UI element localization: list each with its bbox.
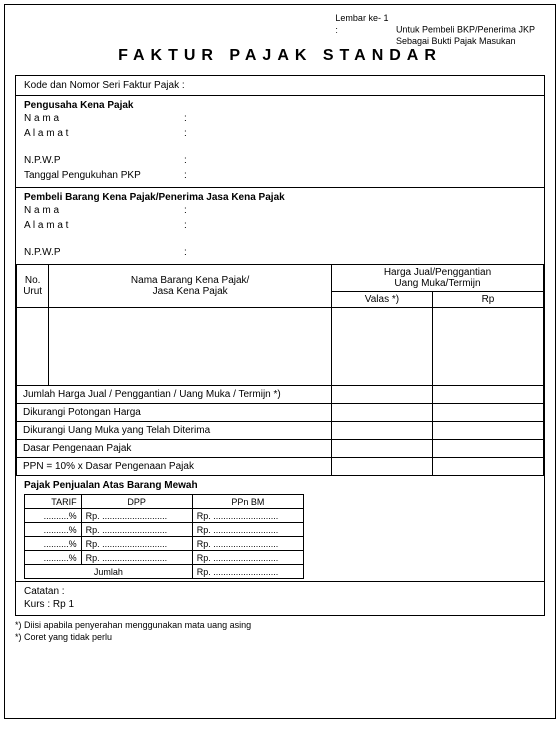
row-dasar: Dasar Pengenaan Pajak: [17, 440, 544, 458]
pkp-heading: Pengusaha Kena Pajak: [24, 100, 536, 111]
catatan-line2: Kurs : Rp 1: [24, 598, 536, 611]
header-right: Lembar ke- 1 : Untuk Pembeli BKP/Penerim…: [335, 13, 535, 48]
kode-label: Kode dan Nomor Seri Faktur Pajak :: [24, 80, 185, 91]
document-title: FAKTUR PAJAK STANDAR: [15, 47, 545, 65]
luxury-section: Pajak Penjualan Atas Barang Mewah TARIF …: [16, 476, 544, 581]
pkp-tgl-label: Tanggal Pengukuhan PKP: [24, 168, 184, 183]
lembar-spacer: [335, 36, 393, 48]
pembeli-alamat-label: A l a m a t: [24, 218, 184, 233]
lux-col-ppnbm: PPn BM: [192, 495, 303, 509]
col-no: No. Urut: [17, 265, 49, 308]
catatan-line1: Catatan :: [24, 585, 536, 598]
pkp-section: Pengusaha Kena Pajak N a m a: A l a m a …: [16, 96, 544, 188]
col-harga: Harga Jual/Penggantian Uang Muka/Termijn: [331, 265, 543, 292]
lux-row: ..........%Rp. .........................…: [25, 509, 304, 523]
lux-row: ..........%Rp. .........................…: [25, 537, 304, 551]
lux-col-tarif: TARIF: [25, 495, 82, 509]
lux-col-dpp: DPP: [81, 495, 192, 509]
lembar-line2: Sebagai Bukti Pajak Masukan: [396, 36, 516, 46]
row-uangmuka: Dikurangi Uang Muka yang Telah Diterima: [17, 422, 544, 440]
page: Lembar ke- 1 : Untuk Pembeli BKP/Penerim…: [4, 4, 556, 719]
kode-section: Kode dan Nomor Seri Faktur Pajak :: [16, 76, 544, 96]
lux-row-jumlah: JumlahRp. ..........................: [25, 565, 304, 579]
luxury-heading: Pajak Penjualan Atas Barang Mewah: [24, 480, 536, 491]
footnote-2: *) Coret yang tidak perlu: [15, 632, 545, 644]
row-potongan: Dikurangi Potongan Harga: [17, 404, 544, 422]
row-ppn: PPN = 10% x Dasar Pengenaan Pajak: [17, 458, 544, 476]
pembeli-npwp-label: N.P.W.P: [24, 245, 184, 260]
lembar-line1: Untuk Pembeli BKP/Penerima JKP: [396, 25, 535, 35]
col-rp: Rp: [432, 292, 543, 308]
catatan-section: Catatan : Kurs : Rp 1: [16, 581, 544, 615]
pkp-npwp-label: N.P.W.P: [24, 153, 184, 168]
footnote-1: *) Diisi apabila penyerahan menggunakan …: [15, 620, 545, 632]
col-nama: Nama Barang Kena Pajak/ Jasa Kena Pajak: [49, 265, 332, 308]
pkp-alamat-label: A l a m a t: [24, 126, 184, 141]
pembeli-nama-label: N a m a: [24, 203, 184, 218]
col-valas: Valas *): [331, 292, 432, 308]
footnotes: *) Diisi apabila penyerahan menggunakan …: [15, 620, 545, 643]
table-body-row: [17, 308, 544, 386]
lux-row: ..........%Rp. .........................…: [25, 523, 304, 537]
row-jumlah: Jumlah Harga Jual / Penggantian / Uang M…: [17, 386, 544, 404]
main-box: Kode dan Nomor Seri Faktur Pajak : Pengu…: [15, 75, 545, 616]
items-table: No. Urut Nama Barang Kena Pajak/ Jasa Ke…: [16, 264, 544, 476]
pembeli-heading: Pembeli Barang Kena Pajak/Penerima Jasa …: [24, 192, 536, 203]
lembar-label: Lembar ke- 1 :: [335, 13, 393, 36]
pkp-nama-label: N a m a: [24, 111, 184, 126]
lux-row: ..........%Rp. .........................…: [25, 551, 304, 565]
luxury-table: TARIF DPP PPn BM ..........%Rp. ........…: [24, 494, 304, 579]
pembeli-section: Pembeli Barang Kena Pajak/Penerima Jasa …: [16, 188, 544, 264]
